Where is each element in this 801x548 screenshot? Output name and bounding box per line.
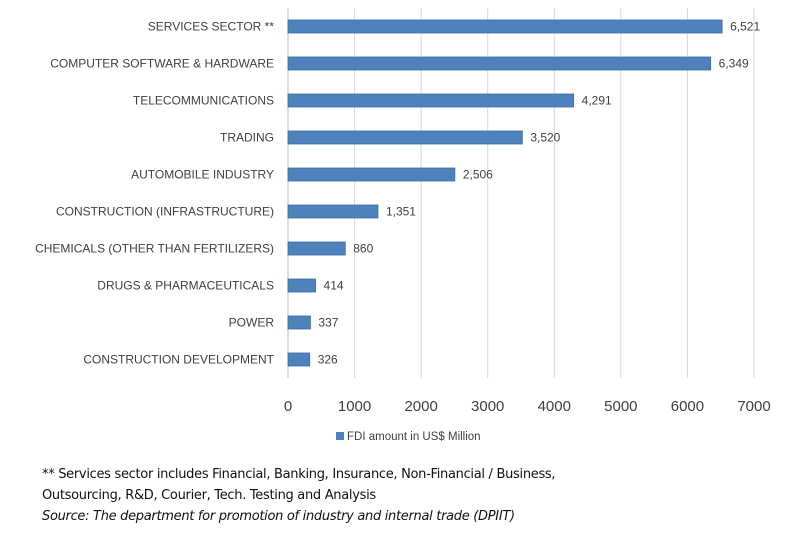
x-tick-label: 6000 <box>671 398 704 415</box>
value-label: 337 <box>318 316 338 330</box>
bar <box>287 167 456 182</box>
footnote-line-2: Outsourcing, R&D, Courier, Tech. Testing… <box>42 488 376 503</box>
legend: FDI amount in US$ Million <box>336 431 481 443</box>
x-axis-tick-labels: 0 1000 2000 3000 4000 5000 6000 7000 <box>284 398 771 415</box>
bar <box>287 315 311 330</box>
value-label: 6,521 <box>730 20 760 34</box>
x-tick-label: 3000 <box>471 398 504 415</box>
footnote-line-1: ** Services sector includes Financial, B… <box>42 467 556 482</box>
category-label: CONSTRUCTION DEVELOPMENT <box>83 353 274 367</box>
category-label: DRUGS & PHARMACEUTICALS <box>97 279 274 293</box>
value-label: 6,349 <box>719 57 749 71</box>
value-labels: 6,521 6,349 4,291 3,520 2,506 1,351 860 414 337 3… <box>318 20 761 367</box>
x-tick-label: 1000 <box>338 398 371 415</box>
legend-swatch <box>336 432 344 440</box>
value-label: 860 <box>353 242 373 256</box>
category-label: SERVICES SECTOR ** <box>148 20 275 34</box>
bars <box>287 19 723 367</box>
source-note: Source: The department for promotion of … <box>42 509 515 524</box>
bar <box>287 19 723 34</box>
x-tick-label: 4000 <box>538 398 571 415</box>
category-label: CONSTRUCTION (INFRASTRUCTURE) <box>56 205 274 219</box>
value-label: 2,506 <box>463 168 493 182</box>
category-label: POWER <box>229 316 275 330</box>
category-labels: SERVICES SECTOR ** COMPUTER SOFTWARE & HA… <box>35 20 275 367</box>
category-label: TRADING <box>220 131 274 145</box>
category-label: AUTOMOBILE INDUSTRY <box>131 168 274 182</box>
bar <box>287 204 379 219</box>
value-label: 414 <box>324 279 344 293</box>
category-label: COMPUTER SOFTWARE & HARDWARE <box>50 57 274 71</box>
x-tick-label: 7000 <box>737 398 770 415</box>
value-label: 326 <box>318 353 338 367</box>
x-tick-label: 5000 <box>604 398 637 415</box>
chart-notes: ** Services sector includes Financial, B… <box>42 464 782 527</box>
x-tick-label: 0 <box>284 398 292 415</box>
bar <box>287 93 575 108</box>
value-label: 4,291 <box>582 94 612 108</box>
bar <box>287 130 523 145</box>
value-label: 3,520 <box>530 131 560 145</box>
bar <box>287 278 316 293</box>
value-label: 1,351 <box>386 205 416 219</box>
x-tick-label: 2000 <box>404 398 437 415</box>
bar <box>287 352 311 367</box>
bar <box>287 241 346 256</box>
legend-label: FDI amount in US$ Million <box>347 431 481 443</box>
category-label: TELECOMMUNICATIONS <box>133 94 274 108</box>
fdi-bar-chart: SERVICES SECTOR ** COMPUTER SOFTWARE & HA… <box>35 8 771 443</box>
bar <box>287 56 712 71</box>
category-label: CHEMICALS (OTHER THAN FERTILIZERS) <box>35 242 274 256</box>
